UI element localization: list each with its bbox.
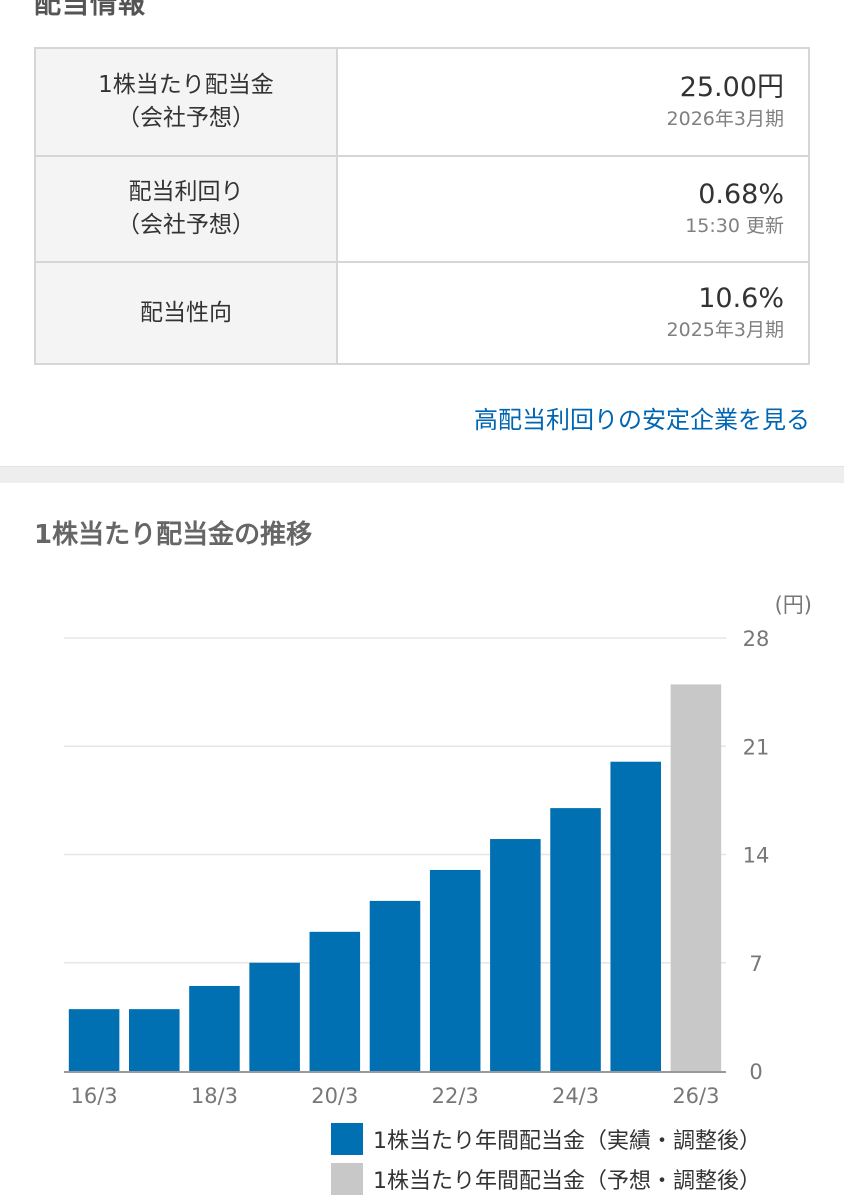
- row-label-line: 配当利回り: [128, 179, 244, 205]
- row-value-cell: 0.68% 15:30 更新: [336, 155, 810, 263]
- fiscal-period-note: 2025年3月期: [666, 319, 784, 341]
- x-tick-label: 24/3: [552, 1084, 599, 1108]
- dividend-info-table: 1株当たり配当金 （会社予想） 25.00円 2026年3月期 配当利回り （会…: [34, 47, 810, 365]
- section-divider: [0, 466, 844, 483]
- bar-actual: [429, 869, 481, 1071]
- row-label-line: 配当性向: [140, 299, 232, 326]
- bar-actual: [309, 931, 361, 1071]
- y-tick-label: 7: [749, 952, 762, 976]
- bar-actual: [490, 839, 541, 1071]
- row-label: 1株当たり配当金 （会社予想）: [34, 47, 338, 157]
- legend-item-forecast: 1株当たり年間配当金（予想・調整後）: [331, 1160, 761, 1198]
- x-tick-label: 26/3: [672, 1084, 719, 1108]
- bar-actual: [249, 962, 300, 1071]
- dividend-history-chart: (円) 0 7 14 21 28 16/3 18/3 20/3 22/3 24/3 26/3: [64, 593, 812, 1108]
- bar-forecast: [670, 684, 722, 1071]
- legend-swatch-actual: [331, 1123, 363, 1155]
- row-value-cell: 25.00円 2026年3月期: [336, 47, 810, 157]
- row-label-line: （会社予想）: [117, 212, 255, 238]
- x-tick-label: 18/3: [191, 1084, 238, 1108]
- legend-label-actual: 1株当たり年間配当金（実績・調整後）: [373, 1129, 761, 1154]
- bar-actual: [68, 1009, 120, 1071]
- bar-actual: [128, 1009, 180, 1071]
- x-tick-label: 20/3: [311, 1084, 358, 1108]
- table-row: 配当利回り （会社予想） 0.68% 15:30 更新: [34, 155, 810, 263]
- legend-swatch-forecast: [331, 1163, 363, 1195]
- legend-label-forecast: 1株当たり年間配当金（予想・調整後）: [373, 1169, 761, 1194]
- y-tick-label: 21: [743, 735, 770, 759]
- bar-actual: [189, 985, 240, 1071]
- table-row: 1株当たり配当金 （会社予想） 25.00円 2026年3月期: [34, 47, 810, 157]
- y-tick-label: 14: [743, 844, 770, 868]
- row-value-cell: 10.6% 2025年3月期: [336, 261, 810, 365]
- row-label-line: 1株当たり配当金: [98, 72, 274, 98]
- high-dividend-companies-link[interactable]: 高配当利回りの安定企業を見る: [474, 406, 810, 434]
- bar-actual: [610, 761, 662, 1071]
- chart-title: 1株当たり配当金の推移: [34, 520, 313, 550]
- legend-item-actual: 1株当たり年間配当金（実績・調整後）: [331, 1120, 761, 1158]
- row-label: 配当性向: [34, 261, 338, 365]
- row-label-line: （会社予想）: [117, 105, 255, 131]
- x-tick-label: 22/3: [432, 1084, 479, 1108]
- dividend-yield-value: 0.68%: [698, 179, 784, 210]
- payout-ratio-value: 10.6%: [698, 283, 784, 314]
- y-tick-label: 0: [749, 1060, 762, 1084]
- update-time-note: 15:30 更新: [685, 215, 784, 237]
- fiscal-period-note: 2026年3月期: [666, 108, 784, 130]
- x-tick-label: 16/3: [71, 1084, 118, 1108]
- row-label: 配当利回り （会社予想）: [34, 155, 338, 263]
- y-axis-unit-label: (円): [775, 593, 812, 617]
- dividend-per-share-value: 25.00円: [679, 72, 784, 103]
- section-title: 配当情報: [34, 0, 146, 20]
- y-tick-label: 28: [743, 627, 770, 651]
- bar-actual: [369, 900, 421, 1071]
- chart-legend: 1株当たり年間配当金（実績・調整後） 1株当たり年間配当金（予想・調整後）: [331, 1120, 761, 1200]
- bar-actual: [550, 808, 601, 1071]
- table-row: 配当性向 10.6% 2025年3月期: [34, 261, 810, 365]
